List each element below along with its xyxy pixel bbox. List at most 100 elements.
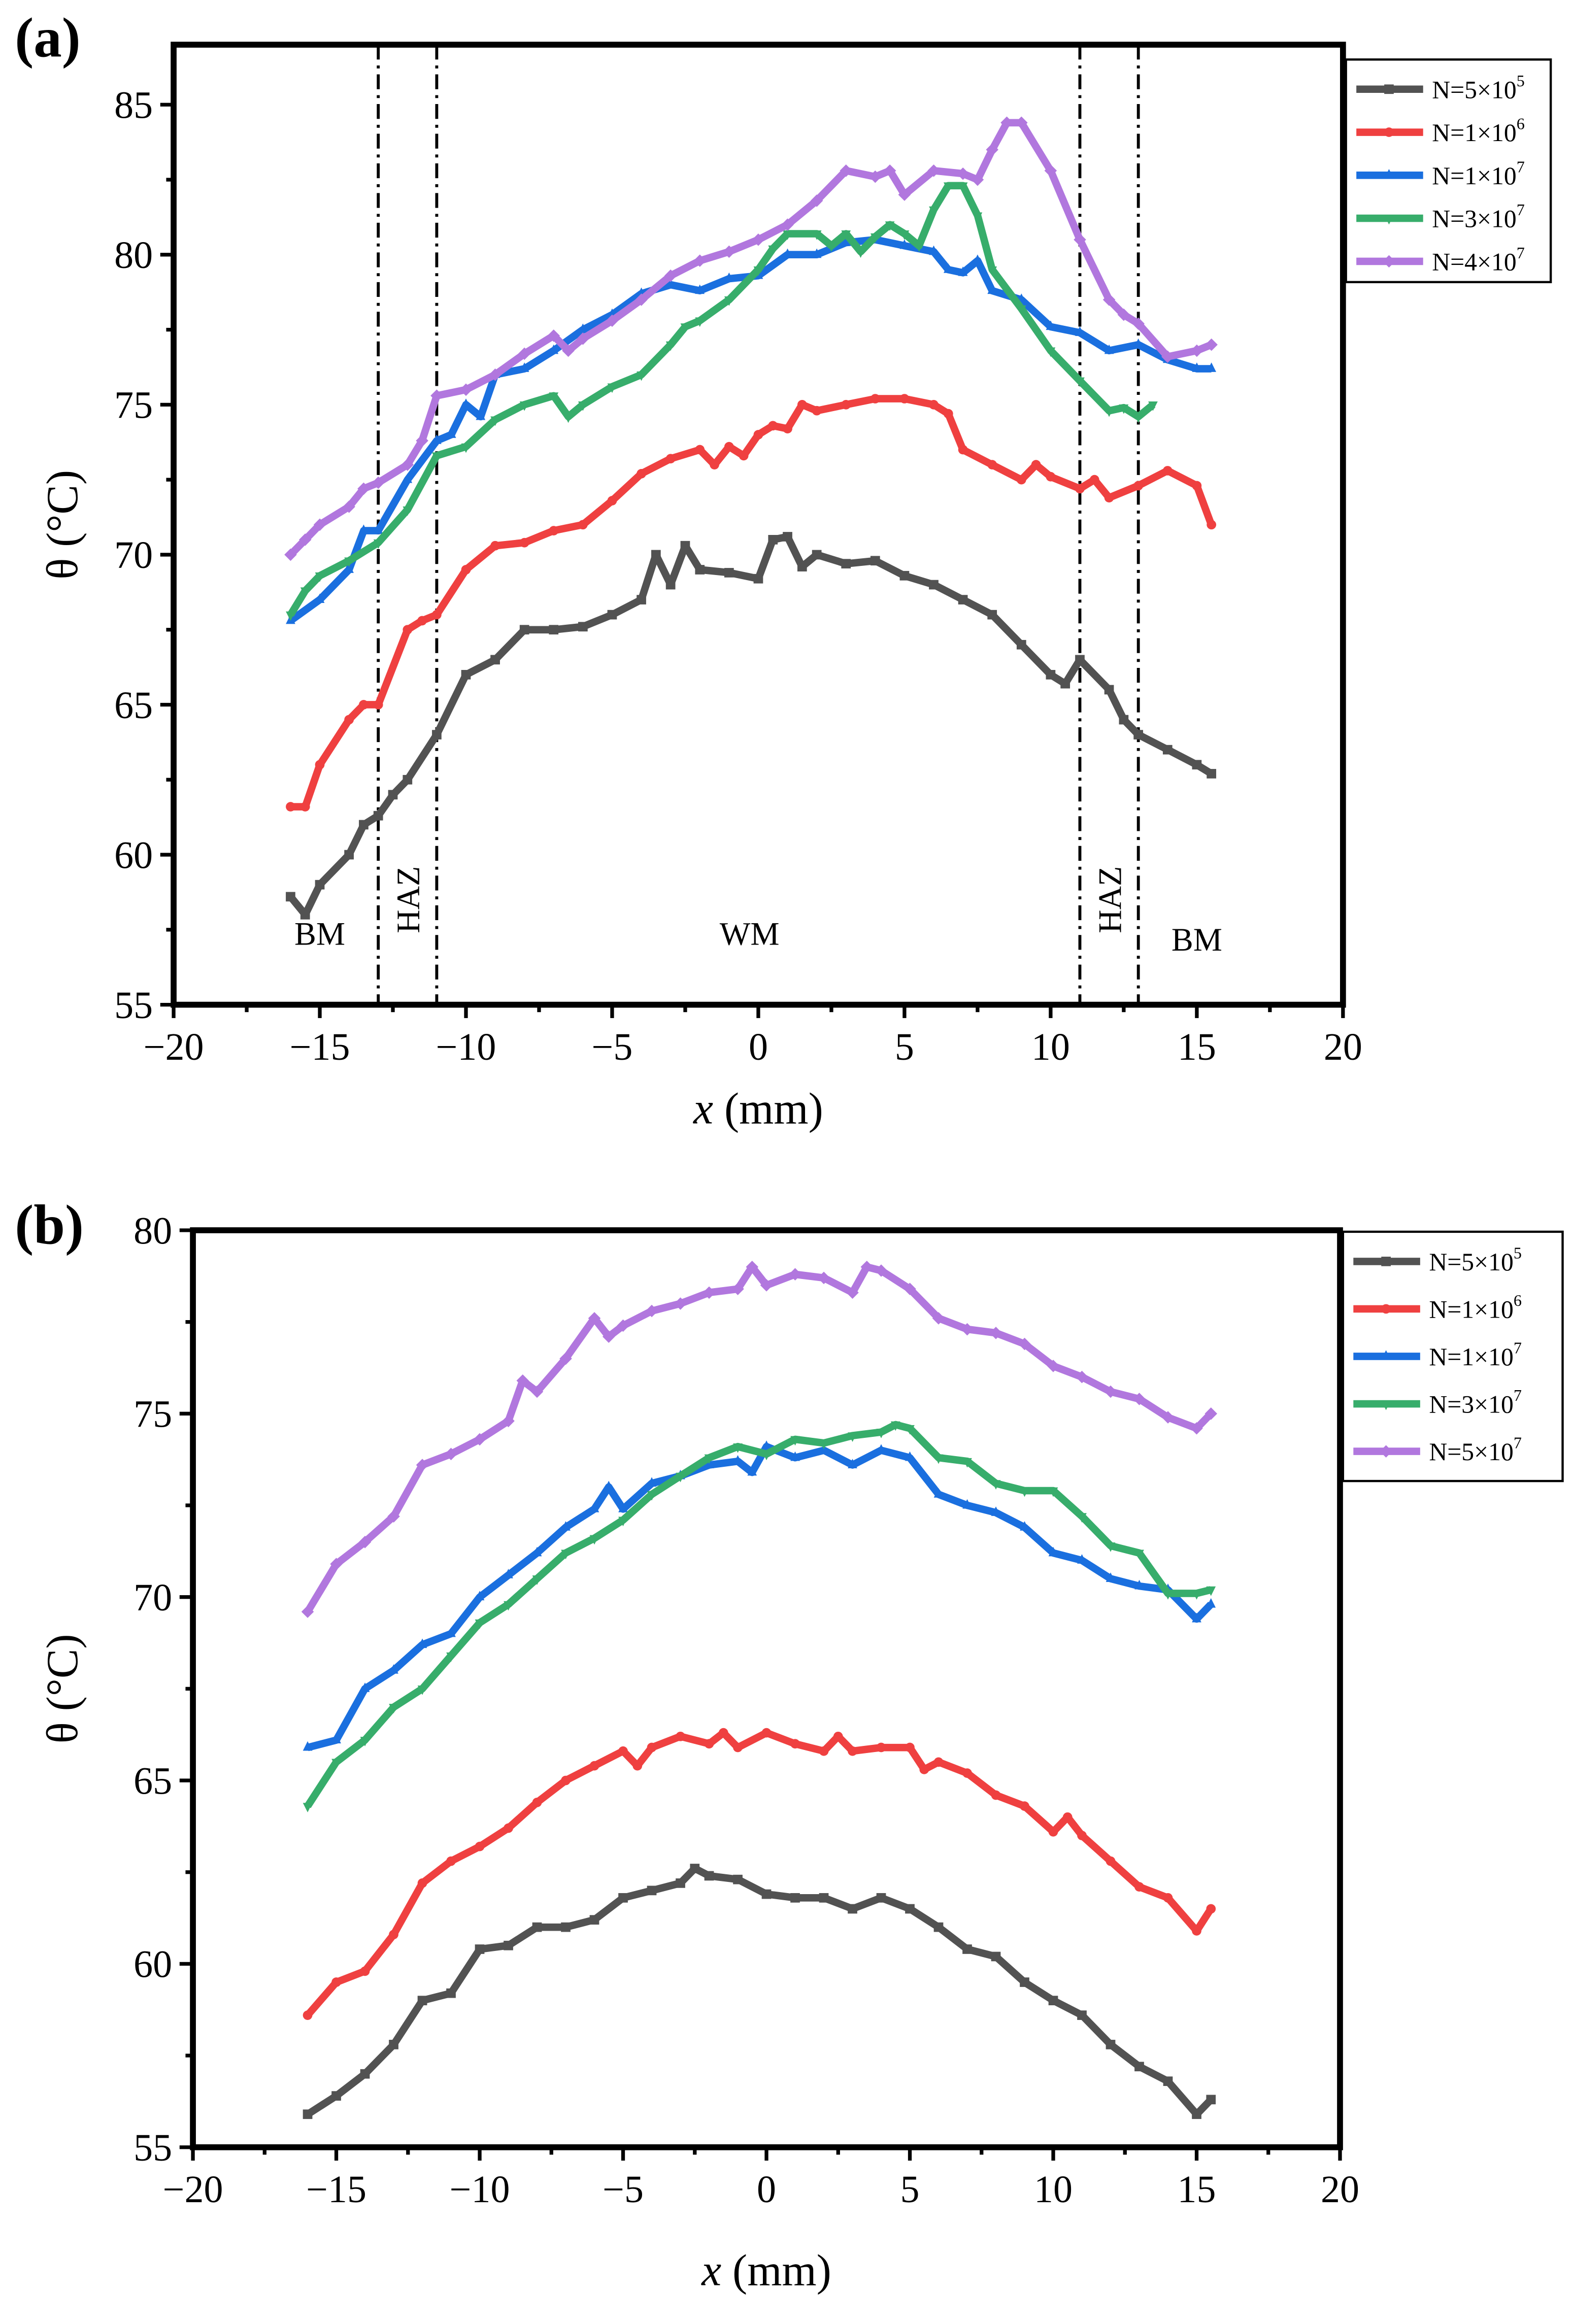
marker-circle [905,1742,915,1753]
marker-circle [870,394,880,403]
marker-diamond [1161,1411,1175,1424]
marker-circle [1163,1893,1173,1903]
marker-circle [718,1728,728,1738]
marker-square [532,1922,542,1932]
x-tick-label: 0 [757,2168,776,2211]
marker-triangle-up [991,1506,1001,1516]
x-axis-label: x (mm) [700,2246,831,2295]
marker-diamond [518,347,531,360]
marker-circle [1020,1801,1029,1811]
marker-circle [360,1966,370,1976]
marker-diamond [588,1312,601,1325]
marker-triangle-down [790,1436,800,1446]
marker-square [690,1864,700,1873]
marker-diamond [1104,1385,1117,1398]
marker-triangle-up [344,563,354,573]
marker-square [1381,1257,1391,1266]
marker-square [637,595,646,604]
marker-square [1106,2040,1116,2049]
marker-triangle-down [914,242,924,252]
marker-circle [1192,1926,1201,1936]
marker-triangle-down [1104,407,1114,417]
marker-circle [286,802,295,812]
marker-triangle-up [476,410,486,420]
marker-triangle-down [665,341,676,351]
marker-square [360,2069,370,2079]
marker-diamond [932,1312,945,1325]
legend-label-exponent: 5 [1514,1244,1522,1262]
marker-triangle-up [695,284,705,294]
marker-triangle-down [1134,1550,1144,1560]
marker-triangle-up [761,1440,772,1450]
series-0 [286,532,1217,920]
marker-diamond [903,1283,916,1295]
marker-triangle-down [848,1432,857,1442]
marker-triangle-up [519,362,529,372]
series-4 [301,1260,1218,1618]
marker-triangle-down [1384,215,1394,225]
marker-square [1207,769,1217,779]
marker-diamond [547,329,560,342]
marker-triangle-down [812,230,822,240]
marker-square [724,568,734,578]
plot-frame [190,1227,1343,2150]
marker-triangle-up [841,236,851,246]
legend-item: N=1×106 [1356,115,1525,147]
series-0 [303,1864,1216,2119]
marker-triangle-down [933,1454,944,1464]
marker-square [519,625,529,635]
marker-circle [504,1823,513,1833]
marker-square [1162,745,1173,755]
marker-triangle-up [561,1521,571,1531]
marker-square [1016,639,1026,650]
marker-diamond [760,1279,773,1292]
marker-triangle-up [1381,1350,1391,1360]
marker-square [417,1996,427,2006]
marker-circle [710,460,719,469]
marker-circle [432,610,442,620]
marker-diamond [343,500,355,513]
marker-triangle-up [1075,326,1085,336]
marker-square [1060,679,1070,689]
marker-triangle-up [1206,1598,1216,1608]
marker-triangle-up [647,1477,657,1487]
marker-circle [417,616,427,626]
marker-triangle-up [848,1459,857,1468]
marker-circle [519,537,529,548]
marker-triangle-up [962,1499,972,1509]
marker-triangle-up [331,1734,341,1743]
y-tick-label: 65 [114,684,153,727]
marker-circle [589,1761,599,1771]
marker-square [1020,1977,1029,1987]
marker-triangle-down [905,1425,915,1435]
marker-triangle-down [1192,1590,1201,1600]
zone-label-haz: HAZ [390,866,426,933]
marker-circle [724,442,734,452]
series-line [306,1865,1214,2118]
marker-diamond [358,1536,372,1548]
marker-square [1133,730,1144,739]
marker-diamond [817,1271,830,1285]
marker-circle [958,445,968,455]
y-axis-label: θ (°C) [38,1634,87,1743]
marker-triangle-down [647,1491,657,1501]
marker-circle [475,1841,485,1851]
y-tick-label: 55 [133,2127,172,2169]
series-2 [286,233,1217,624]
marker-diamond [459,383,473,396]
marker-triangle-up [403,473,413,483]
marker-square [841,559,851,569]
marker-diamond [1117,308,1130,321]
legend-label: N=5×105 [1432,72,1525,104]
legend-label: N=1×106 [1429,1291,1522,1323]
marker-square [929,580,939,590]
marker-triangle-down [504,1601,513,1611]
marker-square [286,892,295,902]
marker-triangle-down [490,416,500,426]
marker-circle [1384,127,1394,137]
marker-triangle-down [360,1737,370,1746]
marker-square [797,562,807,571]
marker-diamond [810,194,823,207]
marker-square [461,670,471,680]
